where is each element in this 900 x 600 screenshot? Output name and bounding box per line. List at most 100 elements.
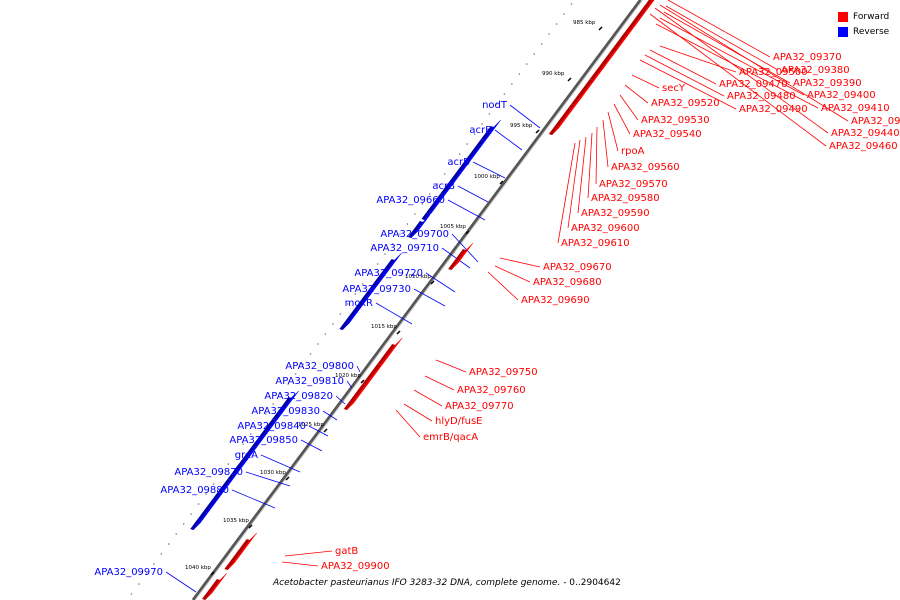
gene-label: APA32_09830 (251, 406, 320, 417)
leader-line (624, 84, 649, 104)
track-dot (294, 373, 297, 375)
legend-reverse: Reverse (838, 24, 889, 39)
legend-forward: Forward (838, 9, 889, 24)
gene-label: secY (662, 83, 686, 94)
gene-label: acrB (447, 157, 470, 168)
gene-edge (202, 579, 220, 600)
track-dot (563, 13, 565, 15)
track-dot (399, 233, 401, 235)
track-dot (518, 73, 521, 75)
gene-label: nodT (482, 100, 508, 111)
gene-edge (548, 104, 575, 135)
track-dot (317, 343, 319, 345)
gene-arrow (592, 47, 619, 81)
leader-line (375, 302, 413, 325)
gene-arrow (227, 532, 257, 571)
track-dot (406, 223, 409, 225)
tick-label: 1035 kbp (223, 518, 249, 524)
track-dot (384, 253, 386, 255)
leader-line (619, 94, 639, 121)
tick-mark (285, 476, 290, 481)
gene-label: APA32_09870 (174, 467, 243, 478)
tick-label: 1025 kbp (298, 422, 324, 428)
track-dot (205, 493, 207, 495)
track-dot (533, 53, 536, 55)
gene-label: APA32_09390 (793, 78, 862, 89)
gene-label: APA32_09850 (229, 435, 298, 446)
track-dot (242, 443, 245, 445)
leader-line (659, 45, 737, 73)
track-dot (525, 63, 528, 65)
gene-label: hlyD/fusE (435, 416, 483, 427)
leader-line (335, 395, 346, 405)
track-dot (190, 513, 192, 515)
leader-line (659, 17, 805, 96)
track-dot (138, 583, 140, 585)
track-dot (167, 543, 170, 545)
track-dot (451, 163, 453, 165)
gene-label: APA32_09810 (275, 376, 344, 387)
gene-label: APA32_09490 (739, 104, 808, 115)
tick-mark (210, 571, 215, 576)
track-dot (548, 33, 550, 35)
genome-backbone (191, 0, 643, 600)
gene-label: APA32_09530 (641, 115, 710, 126)
gene-arrow (573, 72, 601, 106)
gene-label: APA32_09570 (599, 179, 668, 190)
reverse-swatch (838, 26, 848, 37)
gene-arrow (410, 214, 431, 239)
track-dot (376, 263, 379, 265)
gene-label: acrB (469, 125, 492, 136)
tick-mark (248, 524, 253, 529)
tick-mark (465, 230, 470, 235)
gene-label: APA32_09730 (342, 284, 411, 295)
track-dot (339, 313, 342, 315)
gene-edge (407, 221, 423, 238)
gene-label: APA32_09700 (380, 229, 449, 240)
tick-label: 1040 kbp (185, 565, 211, 571)
legend-forward-label: Forward (853, 11, 890, 22)
tick-mark (323, 428, 328, 433)
forward-swatch (838, 11, 848, 22)
track-dot (429, 193, 431, 195)
genome-caption: Acetobacter pasteurianus IFO 3283-32 DNA… (273, 578, 621, 588)
gene-edge (481, 126, 494, 140)
gene-edge (339, 259, 395, 330)
track-dot (257, 423, 260, 425)
reverse-leader-lines (165, 104, 541, 593)
track-dot (175, 533, 178, 535)
leader-line (308, 425, 329, 437)
leader-line (663, 11, 791, 84)
gene-edge (257, 419, 276, 440)
track-dot (466, 143, 468, 145)
gene-label: APA32_09400 (807, 90, 876, 101)
genome-range: - 0..2904642 (560, 578, 621, 588)
track-dot (145, 573, 148, 575)
track-dot (488, 113, 491, 115)
gene-label: rpoA (621, 146, 645, 157)
gene-label: emrB/qacA (423, 432, 478, 443)
leader-line (655, 23, 819, 109)
track-dot (391, 243, 394, 245)
track-dot (421, 203, 424, 205)
leader-line (494, 265, 531, 283)
gene-label: APA32_09750 (469, 367, 538, 378)
gene-label: APA32_09710 (370, 243, 439, 254)
leader-line (284, 550, 333, 557)
gene-label: APA32_09480 (727, 91, 796, 102)
tick-mark (598, 26, 603, 31)
leader-line (602, 119, 609, 168)
track-dot (220, 473, 222, 475)
gene-edge (448, 249, 467, 270)
gene-label: greA (235, 450, 258, 461)
track-dot (555, 23, 558, 25)
tick-label: 1015 kbp (371, 324, 397, 330)
tick-label: 1020 kbp (335, 373, 361, 379)
leader-line (494, 129, 523, 151)
leader-line (509, 104, 541, 129)
gene-label: APA32_09460 (829, 141, 898, 152)
gene-label: APA32_09520 (651, 98, 720, 109)
tick-label: 1000 kbp (474, 174, 500, 180)
leader-line (654, 7, 829, 134)
leader-line (435, 359, 467, 373)
